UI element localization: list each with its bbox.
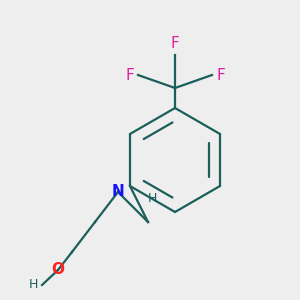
Text: H: H: [148, 191, 158, 205]
Text: H: H: [28, 278, 38, 292]
Text: F: F: [125, 68, 134, 82]
Text: F: F: [171, 36, 179, 51]
Text: N: N: [112, 184, 124, 200]
Text: O: O: [52, 262, 64, 278]
Text: F: F: [216, 68, 225, 82]
